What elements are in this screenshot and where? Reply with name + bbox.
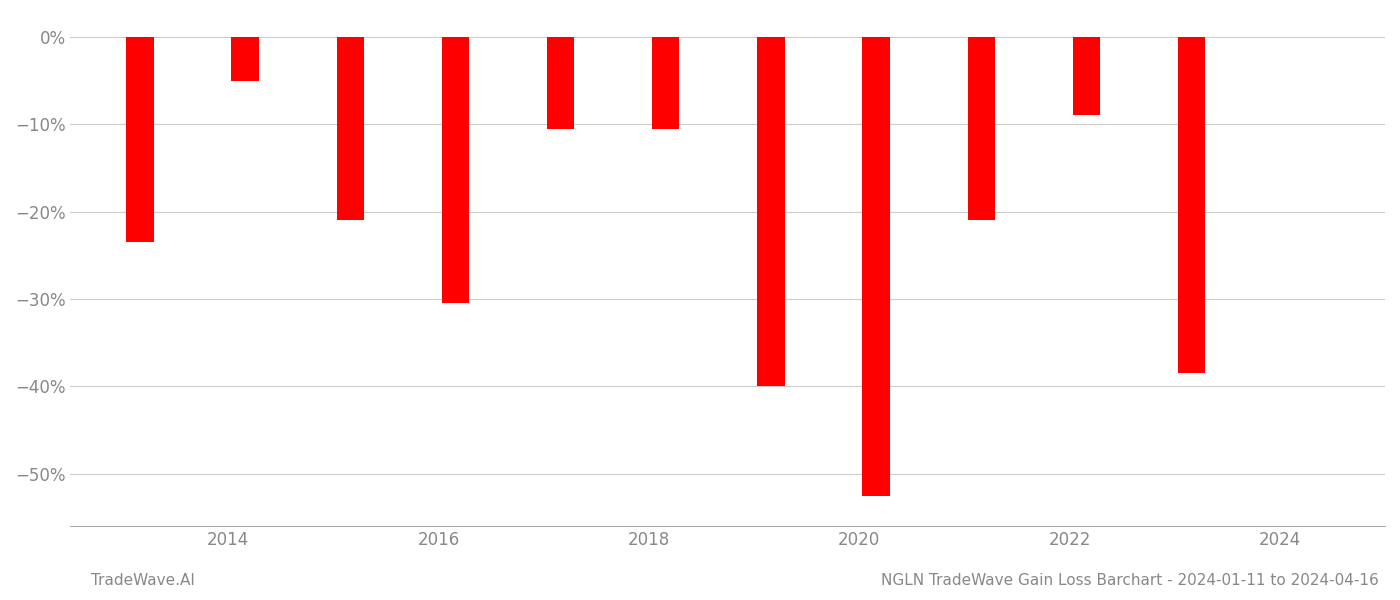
Bar	[757, 37, 784, 386]
Bar	[967, 37, 995, 220]
Bar	[231, 37, 259, 80]
Bar	[442, 37, 469, 304]
Bar	[126, 37, 154, 242]
Bar	[336, 37, 364, 220]
Bar	[1072, 37, 1100, 115]
Bar	[1177, 37, 1205, 373]
Text: TradeWave.AI: TradeWave.AI	[91, 573, 195, 588]
Bar	[862, 37, 890, 496]
Bar	[652, 37, 679, 128]
Bar	[547, 37, 574, 128]
Text: NGLN TradeWave Gain Loss Barchart - 2024-01-11 to 2024-04-16: NGLN TradeWave Gain Loss Barchart - 2024…	[881, 573, 1379, 588]
